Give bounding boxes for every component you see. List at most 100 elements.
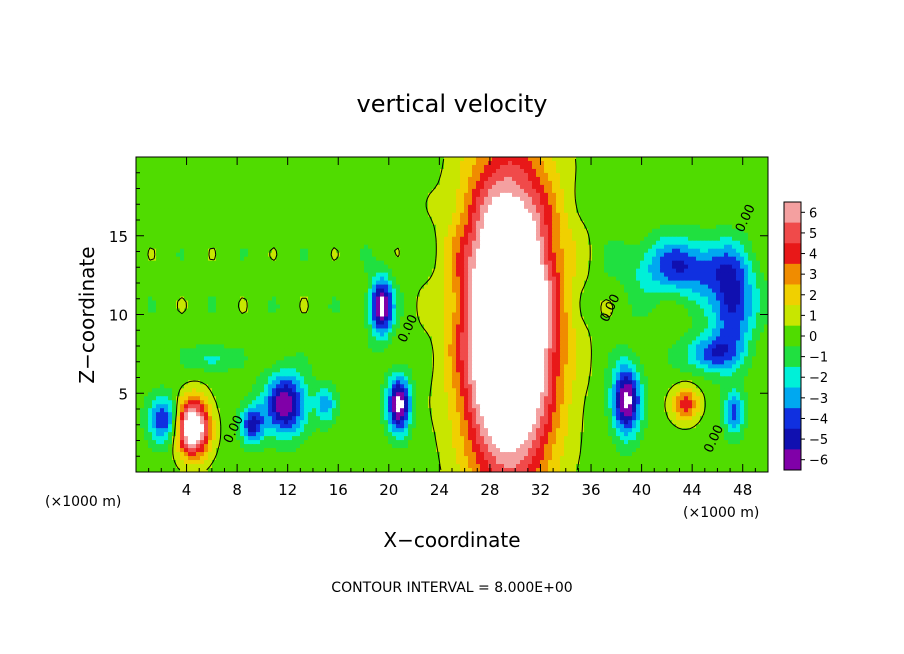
heatmap-cell: [564, 249, 569, 254]
heatmap-cell: [192, 197, 197, 202]
heatmap-cell: [612, 217, 617, 222]
heatmap-cell: [360, 225, 365, 230]
heatmap-cell: [408, 257, 413, 262]
heatmap-cell: [192, 257, 197, 262]
heatmap-cell: [176, 261, 181, 266]
heatmap-cell: [472, 185, 477, 190]
heatmap-cell: [420, 177, 425, 182]
heatmap-cell: [468, 193, 473, 198]
heatmap-cell: [752, 169, 757, 174]
heatmap-cell: [452, 237, 457, 242]
heatmap-cell: [236, 209, 241, 214]
heatmap-cell: [140, 281, 145, 286]
heatmap-cell: [276, 173, 281, 178]
heatmap-cell: [632, 257, 637, 262]
heatmap-cell: [288, 277, 293, 282]
heatmap-cell: [308, 157, 313, 162]
heatmap-cell: [648, 225, 653, 230]
heatmap-cell: [220, 237, 225, 242]
heatmap-cell: [164, 173, 169, 178]
heatmap-cell: [184, 241, 189, 246]
heatmap-cell: [368, 225, 373, 230]
heatmap-cell: [420, 213, 425, 218]
heatmap-cell: [604, 269, 609, 274]
heatmap-cell: [480, 241, 485, 246]
heatmap-cell: [708, 169, 713, 174]
heatmap-cell: [500, 257, 505, 262]
heatmap-cell: [272, 213, 277, 218]
heatmap-cell: [684, 169, 689, 174]
heatmap-cell: [524, 249, 529, 254]
heatmap-cell: [672, 241, 677, 246]
heatmap-cell: [360, 157, 365, 162]
heatmap-cell: [520, 161, 525, 166]
heatmap-cell: [288, 257, 293, 262]
heatmap-cell: [264, 157, 269, 162]
heatmap-cell: [656, 189, 661, 194]
heatmap-cell: [436, 277, 441, 282]
heatmap-cell: [448, 225, 453, 230]
heatmap-cell: [284, 265, 289, 270]
heatmap-cell: [248, 197, 253, 202]
heatmap-cell: [752, 253, 757, 258]
heatmap-cell: [444, 157, 449, 162]
heatmap-cell: [728, 173, 733, 178]
heatmap-cell: [324, 249, 329, 254]
heatmap-cell: [320, 169, 325, 174]
heatmap-cell: [340, 213, 345, 218]
heatmap-cell: [544, 197, 549, 202]
heatmap-cell: [180, 269, 185, 274]
heatmap-cell: [260, 237, 265, 242]
heatmap-cell: [712, 241, 717, 246]
heatmap-cell: [588, 277, 593, 282]
heatmap-cell: [652, 261, 657, 266]
heatmap-cell: [428, 269, 433, 274]
heatmap-cell: [376, 277, 381, 282]
heatmap-cell: [524, 157, 529, 162]
heatmap-cell: [304, 181, 309, 186]
heatmap-cell: [524, 225, 529, 230]
heatmap-cell: [664, 185, 669, 190]
heatmap-cell: [632, 241, 637, 246]
heatmap-cell: [588, 225, 593, 230]
heatmap-cell: [664, 181, 669, 186]
heatmap-cell: [536, 217, 541, 222]
heatmap-cell: [364, 245, 369, 250]
heatmap-cell: [136, 273, 141, 278]
heatmap-cell: [632, 205, 637, 210]
heatmap-cell: [660, 261, 665, 266]
heatmap-cell: [296, 241, 301, 246]
heatmap-cell: [468, 181, 473, 186]
heatmap-cell: [316, 221, 321, 226]
heatmap-cell: [552, 165, 557, 170]
heatmap-cell: [308, 169, 313, 174]
heatmap-cell: [684, 233, 689, 238]
heatmap-cell: [464, 169, 469, 174]
heatmap-cell: [368, 213, 373, 218]
heatmap-cell: [484, 157, 489, 162]
heatmap-cell: [632, 229, 637, 234]
heatmap-cell: [352, 189, 357, 194]
heatmap-cell: [356, 201, 361, 206]
heatmap-cell: [744, 157, 749, 162]
heatmap-cell: [172, 189, 177, 194]
heatmap-cell: [416, 241, 421, 246]
heatmap-cell: [452, 165, 457, 170]
heatmap-cell: [384, 281, 389, 286]
heatmap-cell: [400, 201, 405, 206]
heatmap-cell: [336, 169, 341, 174]
heatmap-cell: [464, 281, 469, 286]
heatmap-cell: [452, 173, 457, 178]
heatmap-cell: [712, 225, 717, 230]
heatmap-cell: [560, 209, 565, 214]
heatmap-cell: [468, 265, 473, 270]
heatmap-cell: [568, 245, 573, 250]
heatmap-cell: [432, 201, 437, 206]
heatmap-cell: [520, 177, 525, 182]
heatmap-cell: [552, 253, 557, 258]
heatmap-cell: [652, 225, 657, 230]
heatmap-cell: [548, 245, 553, 250]
heatmap-cell: [464, 261, 469, 266]
heatmap-cell: [484, 277, 489, 282]
heatmap-cell: [704, 269, 709, 274]
